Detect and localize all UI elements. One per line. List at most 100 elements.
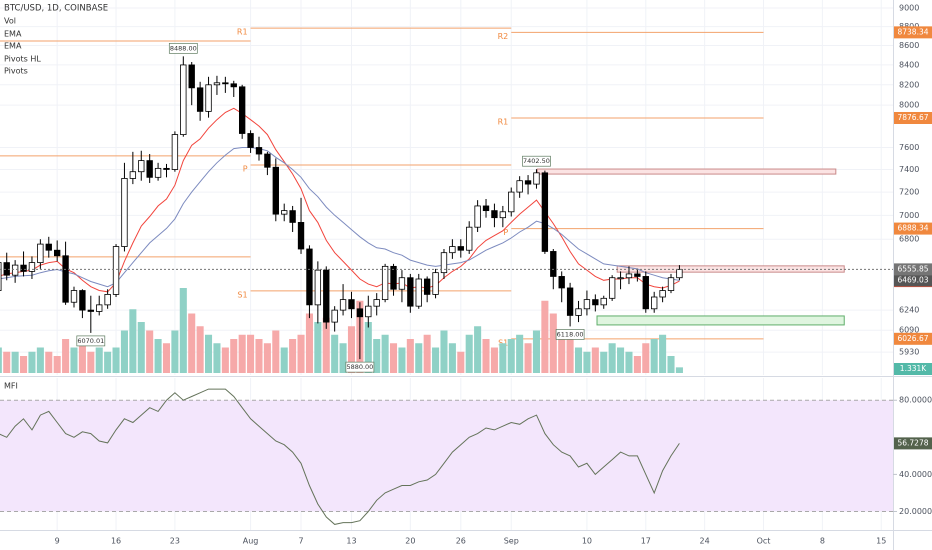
volume-bar [457, 351, 465, 373]
candle-body [508, 191, 515, 213]
pivot-value-label: 8738.34 [897, 27, 928, 36]
candle-body [449, 246, 456, 254]
x-tick-label: 7 [298, 537, 303, 546]
mfi-title: MFI [4, 382, 18, 391]
volume-bar [221, 347, 229, 373]
volume-bar [490, 347, 498, 373]
candle-body [196, 87, 204, 112]
volume-bar [415, 343, 423, 373]
y-tick-label: 6090 [899, 326, 919, 335]
volume-bar [617, 347, 625, 373]
pivot-value-box [894, 26, 932, 39]
candle-body [272, 166, 279, 215]
volume-bar [667, 356, 675, 373]
pivot-value-label: 7876.67 [897, 113, 928, 122]
y-tick-label: 7600 [899, 143, 919, 152]
last-price-label: 6555.85 [897, 264, 928, 273]
y-tick-label: 6800 [899, 235, 919, 244]
x-tick-label: Oct [757, 537, 771, 546]
volume-bar [474, 326, 482, 373]
volume-bar [95, 347, 103, 373]
x-tick-label: Aug [243, 537, 259, 546]
x-tick-label: 17 [641, 537, 651, 546]
candle-body [70, 290, 78, 303]
candle-body [138, 160, 145, 173]
volume-bar [482, 339, 490, 373]
x-tick-label: 23 [170, 537, 180, 546]
candle-body [205, 84, 212, 112]
y-tick-label: 8400 [899, 60, 919, 69]
candle-body [129, 171, 137, 179]
candle-body [96, 304, 103, 312]
indicator-name: Pivots [4, 67, 28, 76]
candle-body [440, 252, 448, 274]
volume-bar [129, 309, 137, 373]
candle-body [381, 265, 389, 301]
volume-bar [423, 334, 431, 373]
volume-bar [583, 351, 591, 373]
candle-body [373, 299, 380, 307]
volume-bar [524, 343, 532, 373]
volume-bar [516, 334, 524, 373]
candle-body [112, 246, 120, 295]
candle-body [600, 297, 607, 306]
candle-body [432, 272, 439, 295]
volume-bar [3, 351, 11, 373]
candle-body [222, 82, 229, 85]
candle-body [524, 180, 532, 185]
pivot-label: S1 [237, 290, 247, 299]
volume-bar [171, 330, 179, 373]
ema-value-box [894, 274, 932, 287]
volume-bar [137, 322, 145, 373]
y-tick-label: 5930 [899, 348, 919, 357]
volume-bar [289, 339, 297, 373]
candle-body [390, 265, 397, 290]
candle-body [348, 299, 355, 310]
y-tick-label: 8000 [899, 101, 919, 110]
volume-bar [188, 313, 196, 373]
volume-bar [373, 339, 381, 373]
volume-bar [78, 343, 86, 373]
extreme-label: 6070.01 [77, 337, 104, 345]
x-tick-label: 26 [456, 537, 466, 546]
volume-bar [448, 343, 456, 373]
candle-body [154, 167, 162, 178]
volume-bar [112, 347, 120, 373]
candle-body [289, 210, 296, 223]
candle-body [651, 296, 658, 310]
candle-body [407, 277, 414, 307]
volume-bar [600, 351, 608, 373]
mfi-tick-label: 40.0000 [899, 470, 932, 479]
x-tick-label: 20 [405, 537, 415, 546]
candle-body [457, 246, 464, 251]
volume-value-box [894, 363, 932, 375]
volume-bar [633, 356, 641, 373]
volume-bar [507, 339, 515, 373]
volume-bar [213, 343, 221, 373]
candle-body [314, 269, 322, 306]
volume-bar [0, 347, 2, 373]
volume-bar [591, 347, 599, 373]
candle-body [625, 273, 633, 279]
drawn-rectangle [536, 168, 837, 175]
volume-bar [238, 334, 246, 373]
pivot-value-label: 6026.67 [897, 334, 928, 343]
pivot-value-box [894, 332, 932, 345]
candle-body [423, 278, 431, 295]
volume-bar [104, 351, 112, 373]
candle-body [247, 133, 254, 148]
volume-bar [87, 351, 95, 373]
candle-body [592, 299, 599, 306]
volume-bar [364, 322, 372, 373]
candle-body [474, 205, 481, 228]
symbol-title: BTC/USD, 1D, COINBASE [4, 4, 108, 14]
volume-bar [314, 322, 322, 373]
candle-body [54, 249, 61, 257]
volume-bar [255, 339, 263, 373]
volume-bar [205, 334, 213, 373]
candle-body [171, 134, 179, 170]
candle-body [121, 178, 128, 247]
candle-body [28, 262, 36, 272]
candle-body [398, 277, 406, 290]
candle-body [634, 273, 641, 277]
